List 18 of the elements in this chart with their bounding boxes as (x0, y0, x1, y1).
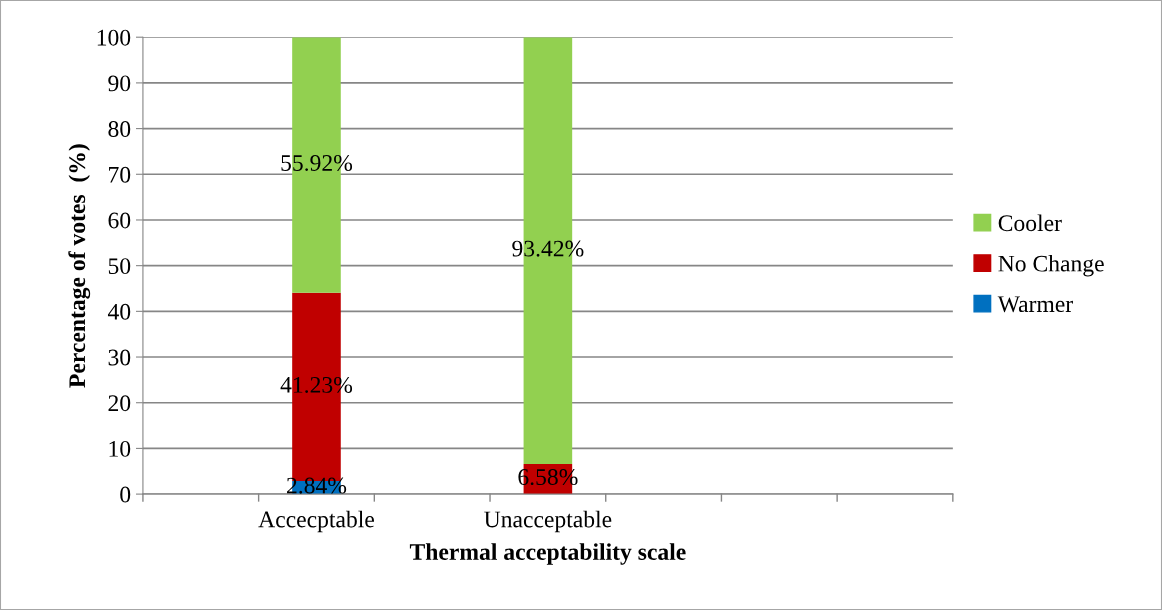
y-tick-label: 70 (109, 166, 131, 183)
y-tick-label: 30 (108, 349, 131, 366)
x-tick-label: Accecptable (258, 510, 374, 533)
y-axis-title: Percentage of votes (%) (68, 144, 91, 388)
legend-label: Cooler (998, 214, 1062, 232)
y-tick-label: 40 (107, 303, 131, 320)
y-tick-label: 100 (97, 29, 131, 46)
x-axis-title: Thermal acceptability scale (409, 543, 686, 565)
x-tick-label: Unacceptable (484, 510, 612, 533)
y-tick-label: 80 (108, 121, 131, 138)
y-tick-label: 20 (108, 395, 131, 412)
y-tick-label: 50 (108, 258, 131, 275)
y-tick-label: 90 (108, 75, 131, 92)
y-tick-label: 0 (120, 486, 131, 503)
y-tick-label: 60 (108, 212, 131, 229)
y-tick-label: 10 (109, 440, 131, 457)
legend-label: No Change (998, 254, 1104, 277)
legend-label: Warmer (997, 296, 1073, 313)
